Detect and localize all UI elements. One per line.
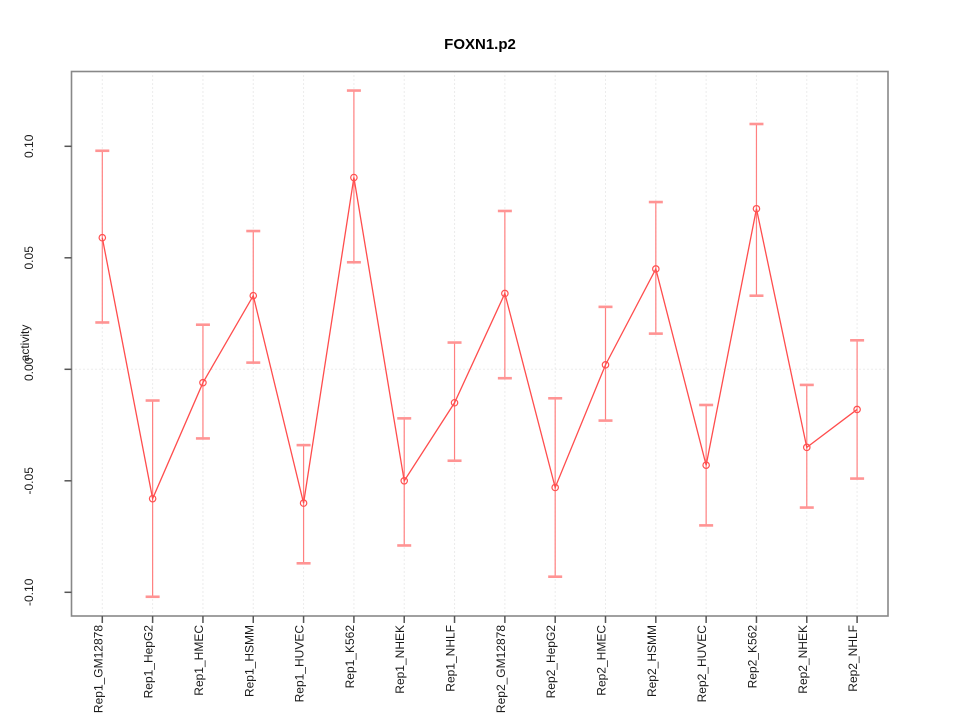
data-point-marker	[98, 233, 107, 242]
series-line	[101, 177, 858, 504]
x-tick-label: Rep1_HepG2	[142, 625, 156, 699]
x-tick-label: Rep2_HepG2	[544, 625, 558, 699]
y-tick-label: 0.00	[22, 357, 36, 381]
data-point-marker	[802, 443, 811, 452]
chart-title: FOXN1.p2	[444, 36, 516, 53]
data-point-marker	[752, 204, 761, 213]
data-point-marker	[702, 461, 710, 469]
x-tick-label: Rep2_HSMM	[645, 625, 659, 697]
data-point-marker	[652, 265, 660, 273]
x-tick-label: Rep2_HUVEC	[695, 625, 709, 703]
data-point-marker	[601, 361, 610, 369]
data-point-marker	[551, 483, 559, 492]
data-point-marker	[501, 289, 509, 298]
y-tick-label: -0.05	[22, 467, 36, 495]
x-tick-label: Rep1_HMEC	[192, 625, 206, 696]
y-tick-label: -0.10	[22, 578, 36, 606]
x-tick-label: Rep1_NHEK	[393, 625, 407, 694]
x-tick-label: Rep1_NHLF	[444, 625, 458, 692]
x-tick-label: Rep2_HMEC	[595, 625, 609, 696]
data-point-marker	[199, 378, 207, 387]
x-tick-label: Rep1_HSMM	[242, 625, 256, 697]
data-point-marker	[350, 173, 358, 182]
y-tick-label: 0.10	[22, 134, 36, 158]
x-tick-label: Rep1_HUVEC	[293, 625, 307, 703]
x-tick-label: Rep2_NHEK	[796, 625, 810, 694]
x-tick-label: Rep2_NHLF	[846, 625, 860, 692]
data-point-marker	[853, 405, 861, 414]
x-tick-label: Rep1_GM12878	[91, 625, 105, 713]
data-point-marker	[299, 499, 308, 507]
data-point-marker	[450, 398, 459, 407]
data-point-marker	[148, 494, 157, 503]
x-tick-label: Rep2_GM12878	[494, 625, 508, 713]
data-point-marker	[400, 476, 409, 485]
y-axis-title: activity	[18, 324, 32, 362]
plot-border	[70, 70, 889, 617]
x-tick-label: Rep2_K562	[745, 625, 759, 689]
data-point-marker	[249, 291, 258, 300]
y-tick-label: 0.05	[22, 246, 36, 270]
x-tick-label: Rep1_K562	[343, 625, 357, 689]
